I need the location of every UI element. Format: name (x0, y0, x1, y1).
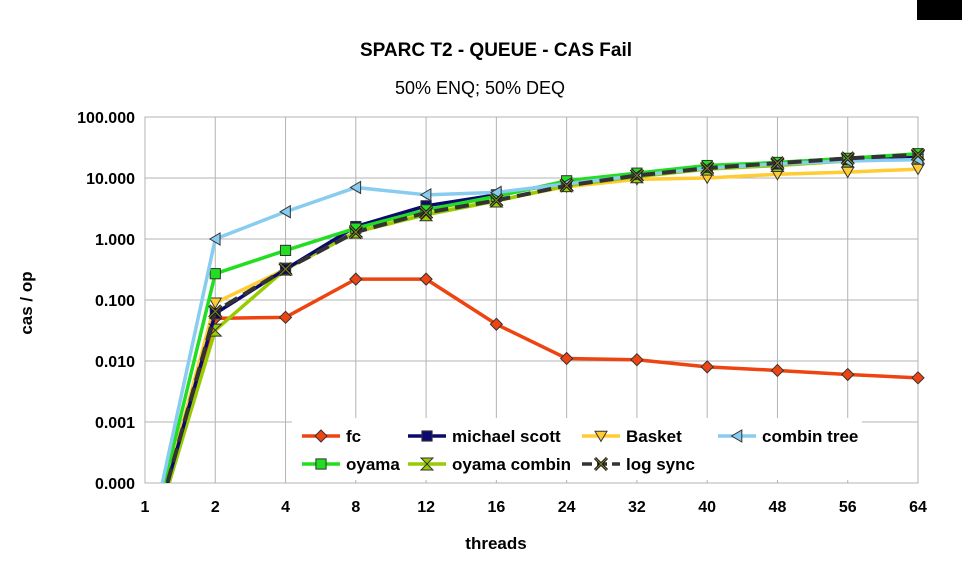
data-point (419, 272, 433, 286)
legend-marker (730, 429, 743, 443)
data-point (420, 204, 432, 216)
x-tick-label: 1 (141, 499, 150, 516)
series-Basket (164, 163, 925, 483)
data-point (911, 371, 925, 385)
y-tick-label: 100.000 (77, 110, 135, 127)
series-line (165, 152, 919, 483)
y-tick-label: 0.001 (95, 415, 135, 432)
data-point (208, 304, 223, 319)
legend-background (292, 418, 862, 480)
series-line (165, 154, 919, 483)
y-axis-label: cas / op (17, 271, 36, 334)
series-lines (160, 147, 926, 483)
series-oyama (162, 148, 924, 483)
data-point (489, 317, 504, 331)
legend-entry: Basket (582, 427, 682, 446)
y-tick-label: 0.100 (95, 293, 135, 310)
chart-title: SPARC T2 - QUEUE - CAS Fail (360, 40, 632, 61)
series-line (162, 151, 919, 483)
series-line (164, 167, 919, 483)
legend-entry: michael scott (408, 427, 561, 446)
y-tick-label: 0.000 (95, 476, 135, 493)
data-point (770, 156, 785, 171)
legend-label: fc (346, 427, 361, 446)
series-line (167, 155, 919, 483)
x-axis-label: threads (465, 534, 526, 553)
x-tick-label: 2 (211, 499, 220, 516)
x-tick-label: 24 (558, 499, 576, 516)
x-tick-label: 4 (281, 499, 290, 516)
legend-label: oyama (346, 455, 400, 474)
data-point (279, 204, 291, 219)
data-point (911, 163, 925, 176)
data-point (489, 193, 504, 208)
legend-marker (593, 456, 609, 472)
legend-marker (315, 458, 327, 470)
series-fc (166, 272, 925, 483)
x-tick-label: 40 (698, 499, 716, 516)
legend-entry: log sync (582, 455, 695, 474)
data-point (349, 180, 362, 195)
data-point (349, 272, 363, 286)
legend-label: oyama combin (452, 455, 571, 474)
legend-label: Basket (626, 427, 682, 446)
x-tick-label: 48 (769, 499, 787, 516)
series-combin-tree (160, 152, 924, 483)
x-tick-label: 12 (417, 499, 435, 516)
series-log-sync (165, 147, 926, 483)
data-point (840, 151, 855, 166)
data-point (629, 168, 644, 183)
data-point (700, 161, 715, 176)
legend-label: log sync (626, 455, 695, 474)
data-point (348, 224, 363, 240)
data-point (208, 232, 221, 246)
legend-entry: oyama (302, 455, 400, 474)
data-point (208, 297, 223, 310)
data-point (770, 363, 785, 378)
data-point (419, 205, 434, 220)
data-point (209, 268, 221, 280)
data-point (630, 353, 644, 367)
legend-marker (419, 457, 435, 471)
chart-subtitle: 50% ENQ; 50% DEQ (395, 78, 565, 98)
x-tick-label: 64 (909, 499, 927, 516)
series-oyama-combin (167, 150, 926, 483)
data-point (419, 187, 432, 202)
series-michael-scott (165, 150, 924, 483)
legend: fc michael scott Basket combin tree oyama oya… (292, 418, 862, 480)
legend-label: combin tree (762, 427, 858, 446)
series-line (166, 277, 919, 483)
data-point (559, 178, 574, 193)
y-tick-label: 10.000 (86, 171, 135, 188)
y-tick-labels: 0.000 0.001 0.010 0.100 1.000 10.000 100.000 (77, 110, 135, 493)
legend-marker (421, 430, 433, 442)
legend-entry: oyama combin (408, 455, 571, 474)
x-tick-label: 16 (487, 499, 505, 516)
y-tick-label: 0.010 (95, 354, 135, 371)
x-tick-labels: 1 2 4 8 12 16 24 32 40 48 56 64 (141, 499, 927, 516)
legend-entry: fc (302, 427, 361, 446)
y-tick-label: 1.000 (95, 232, 135, 249)
legend-label: michael scott (452, 427, 561, 446)
data-point (278, 262, 293, 277)
legend-marker (594, 430, 608, 443)
data-point (489, 185, 502, 200)
x-tick-label: 56 (839, 499, 857, 516)
x-tick-label: 8 (351, 499, 360, 516)
corner-block (917, 0, 962, 20)
data-point (278, 310, 293, 325)
data-point (841, 367, 855, 382)
x-tick-label: 32 (628, 499, 646, 516)
data-point (279, 244, 292, 257)
data-point (559, 351, 574, 366)
legend-entry: combin tree (718, 427, 858, 446)
legend-marker (314, 429, 328, 443)
data-point (910, 147, 926, 162)
data-point (700, 360, 714, 374)
plot-frame (144, 116, 919, 484)
